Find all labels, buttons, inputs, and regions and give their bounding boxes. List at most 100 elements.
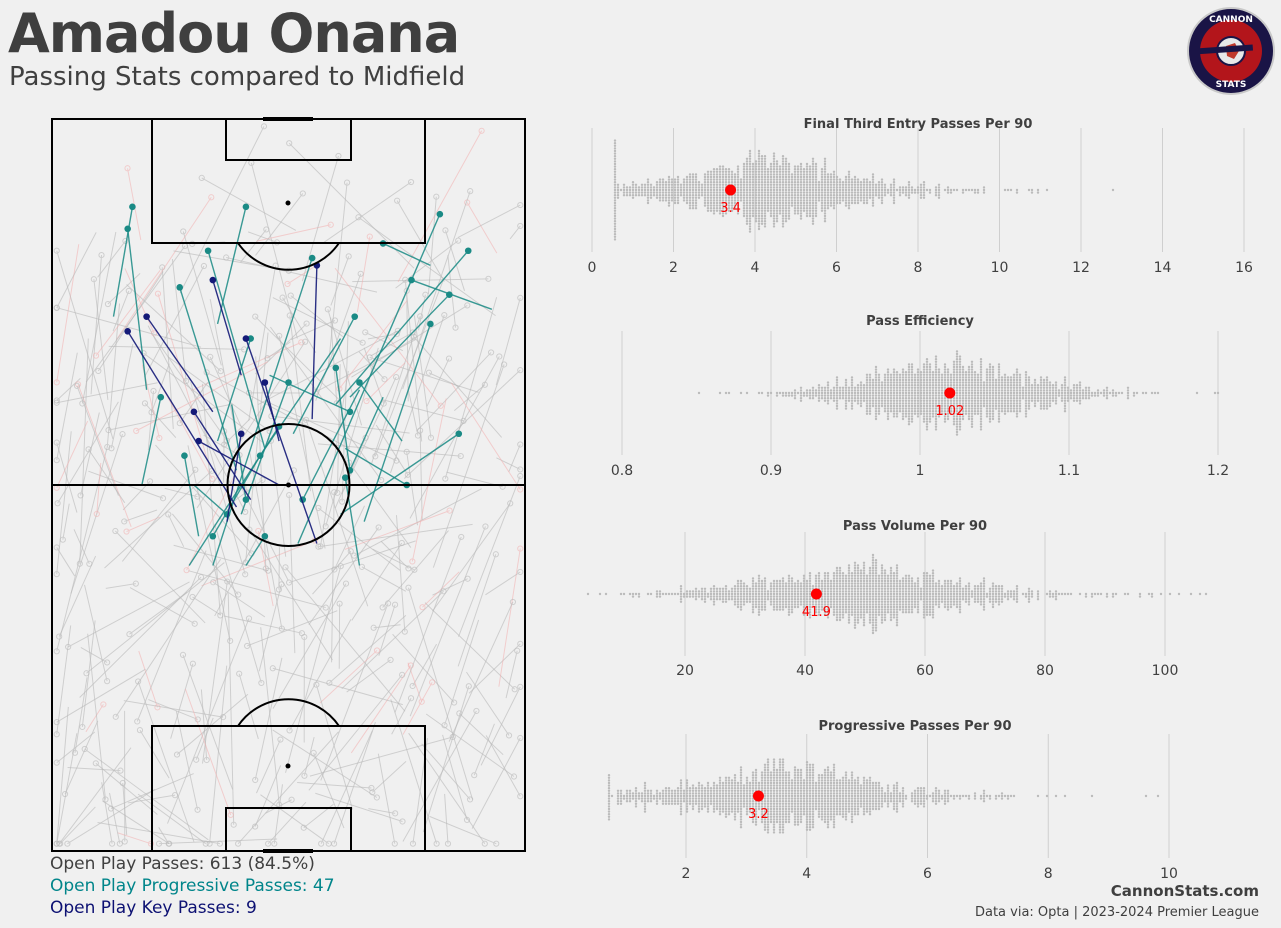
swarm-dot <box>808 574 812 577</box>
swarm-dot <box>835 569 839 572</box>
swarm-dot <box>904 577 908 580</box>
swarm-dot <box>886 595 890 598</box>
swarm-dot <box>1042 407 1046 410</box>
swarm-dot <box>1015 399 1019 402</box>
swarm-dot <box>952 360 956 363</box>
swarm-dot <box>667 178 671 181</box>
swarm-dot <box>967 410 971 413</box>
swarm-dot <box>934 590 938 593</box>
swarm-dot <box>784 181 788 184</box>
swarm-dot <box>1045 397 1049 400</box>
swarm-dot <box>781 600 785 603</box>
unsuccessful-pass <box>85 701 107 733</box>
swarm-dot <box>661 592 665 596</box>
swarm-dot <box>898 391 902 395</box>
swarm-dot <box>700 194 704 197</box>
swarm-dot <box>805 792 809 795</box>
swarm-dot <box>1138 595 1142 598</box>
swarm-dot <box>709 181 713 184</box>
swarm-dot <box>658 199 662 202</box>
swarm-dot <box>862 196 866 199</box>
swarm-dot <box>925 572 929 575</box>
swarm-dot <box>853 386 857 389</box>
swarm-dot <box>844 191 848 194</box>
swarm-dot <box>832 787 836 790</box>
swarm-dot <box>886 587 890 590</box>
swarm-dot <box>970 410 974 413</box>
swarm-dot <box>721 186 725 189</box>
swarm-dot <box>892 794 896 798</box>
swarm-dot <box>640 186 644 189</box>
swarm-dot <box>835 600 839 603</box>
swarm-dot <box>847 574 851 577</box>
swarm-dot <box>883 572 887 575</box>
swarm-dot <box>1078 402 1082 405</box>
swarm-dot <box>970 402 974 405</box>
swarm-dot <box>952 603 956 606</box>
swarm-dot <box>991 595 995 598</box>
swarm-dot <box>721 168 725 171</box>
swarm-dot <box>715 209 719 212</box>
swarm-dot <box>724 194 728 197</box>
swarm-dot <box>853 613 857 616</box>
swarm-dot <box>949 605 953 609</box>
swarm-dot <box>982 587 986 590</box>
swarm-dot <box>790 201 794 205</box>
swarm-dot <box>850 582 854 585</box>
swarm-dot <box>709 207 713 210</box>
swarm-dot <box>739 605 743 609</box>
swarm-dot <box>955 420 959 423</box>
swarm-dot <box>655 191 659 194</box>
swarm-dot <box>751 577 755 580</box>
swarm-dot <box>973 394 977 397</box>
swarm-dot <box>739 587 743 590</box>
swarm-dot <box>988 595 992 598</box>
swarm-dot <box>955 399 959 402</box>
swarm-dot <box>922 373 926 376</box>
swarm-dot <box>877 381 881 384</box>
swarm-dot <box>685 794 689 798</box>
swarm-dot <box>994 394 998 397</box>
swarm-dot <box>799 802 803 805</box>
swarm-dot <box>808 394 812 397</box>
swarm-dot <box>904 608 908 611</box>
swarm-dot <box>952 595 956 598</box>
swarm-dot <box>1072 384 1076 387</box>
swarm-dot <box>751 587 755 590</box>
swarm-dot <box>778 592 782 596</box>
swarm-dot <box>1021 386 1025 389</box>
swarm-dot <box>757 225 761 228</box>
swarm-dot <box>928 376 932 379</box>
swarm-dot <box>949 579 953 583</box>
swarm-dot <box>934 428 938 431</box>
swarm-dot <box>979 423 983 426</box>
swarm-dot <box>757 157 761 160</box>
swarm-dot <box>874 381 878 384</box>
swarm-dot <box>793 196 797 199</box>
swarm-dot <box>649 797 653 800</box>
swarm-dot <box>748 217 752 220</box>
swarm-dot <box>778 165 782 168</box>
unsuccessful-pass <box>498 545 524 687</box>
swarm-dot <box>706 592 710 596</box>
swarm-dot <box>796 794 800 798</box>
swarm-dot <box>718 168 722 171</box>
swarm-dot <box>862 572 866 575</box>
swarm-dot <box>742 181 746 184</box>
swarm-dot <box>898 394 902 397</box>
swarm-dot <box>943 368 947 371</box>
swarm-dot <box>763 587 767 590</box>
swarm-dot <box>922 415 926 418</box>
swarm-dot <box>880 595 884 598</box>
swarm-dot <box>955 358 959 361</box>
swarm-dot <box>754 201 758 205</box>
swarm-dot <box>853 600 857 603</box>
swarm-dot <box>907 196 911 199</box>
swarm-dot <box>763 170 767 173</box>
swarm-dot <box>892 394 896 397</box>
swarm-dot <box>724 391 728 395</box>
swarm-dot <box>769 797 773 800</box>
swarm-dot <box>880 389 884 392</box>
swarm-dot <box>1003 399 1007 402</box>
swarm-dot <box>922 585 926 588</box>
